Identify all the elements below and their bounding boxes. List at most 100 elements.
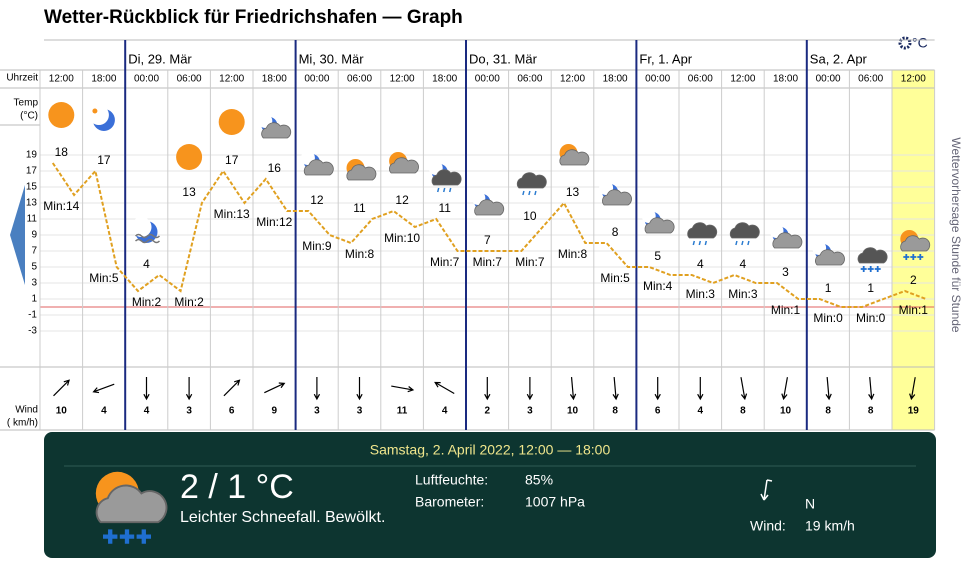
rain [692, 240, 696, 246]
wind-speed: 6 [655, 406, 661, 417]
weather-icon [812, 241, 845, 266]
weather-icon [687, 222, 718, 246]
time-label: 00:00 [645, 74, 670, 85]
cloud [772, 232, 803, 249]
row-label: Wind [15, 405, 38, 416]
time-label: 00:00 [475, 74, 500, 85]
weather-icon [516, 172, 547, 196]
cloud [474, 199, 505, 216]
cloud [815, 249, 845, 266]
wind-speed: 9 [272, 406, 278, 417]
wind-speed: 4 [698, 406, 704, 417]
max-label: 13 [566, 185, 580, 199]
settings-icon[interactable]: °C [898, 35, 928, 51]
detail-condition: Leichter Schneefall. Bewölkt. [180, 509, 385, 526]
y-tick-label: 7 [31, 246, 37, 257]
max-label: 11 [353, 201, 366, 215]
time-label: 06:00 [177, 74, 202, 85]
max-label: 17 [225, 153, 239, 167]
time-label: 18:00 [603, 74, 628, 85]
wind-speed: 10 [567, 406, 579, 417]
weather-icon [131, 217, 161, 244]
snow [119, 529, 135, 544]
cloud [431, 169, 462, 186]
y-tick-label: 13 [26, 198, 38, 209]
min-label: Min:1 [771, 303, 801, 317]
min-label: Min:7 [515, 255, 545, 269]
row-label: (°C) [20, 111, 38, 122]
min-label: Min:7 [430, 255, 460, 269]
snow [874, 266, 881, 272]
wind-arrow [313, 377, 321, 401]
rain [436, 187, 440, 193]
min-label: Min:1 [899, 303, 929, 317]
y-tick-label: 11 [27, 214, 38, 225]
cloud [729, 222, 760, 239]
weather-icon [900, 230, 931, 260]
wind-speed: 2 [485, 406, 491, 417]
detail-pressure: 1007 hPa [525, 494, 585, 510]
cloud [644, 217, 675, 234]
sun [48, 102, 75, 128]
weather-icon [389, 152, 419, 174]
day-label: Sa, 2. Apr [810, 51, 868, 66]
wind-arrow [612, 376, 619, 401]
weather-icon [88, 105, 115, 131]
wind-speed: 4 [442, 406, 448, 417]
wind-speed: 10 [780, 406, 792, 417]
detail-date: Samstag, 2. April 2022, 12:00 — 18:00 [370, 442, 611, 458]
star [92, 108, 98, 114]
weather-icon [95, 471, 168, 544]
wind-arrow [740, 377, 748, 401]
max-label: 7 [484, 233, 491, 247]
y-tick-label: -1 [28, 310, 37, 321]
time-label: 12:00 [730, 74, 755, 85]
unit-toggle[interactable]: °C [912, 35, 928, 51]
time-label: 06:00 [517, 74, 542, 85]
time-label: 12:00 [49, 74, 74, 85]
rain [747, 240, 750, 246]
min-label: Min:7 [473, 255, 503, 269]
min-label: Min:5 [600, 271, 630, 285]
wind-speed: 8 [825, 406, 831, 417]
weather-icon [428, 161, 462, 193]
weather-icon [176, 144, 203, 170]
detail-panel [44, 432, 936, 558]
time-label: 06:00 [688, 74, 713, 85]
time-label: 00:00 [304, 74, 329, 85]
side-link[interactable]: Wettervorhersage Stunde für Stunde [949, 137, 963, 333]
rain [741, 240, 744, 246]
max-label: 4 [143, 257, 150, 271]
min-label: Min:10 [384, 231, 420, 245]
weather-icon [729, 222, 760, 246]
y-tick-label: 19 [26, 150, 38, 161]
time-label: 18:00 [91, 74, 116, 85]
weather-icon [471, 191, 505, 216]
cloud [857, 247, 888, 264]
wind-speed: 3 [186, 406, 192, 417]
wind-speed: 3 [314, 406, 320, 417]
wind-arrow [434, 381, 455, 395]
weather-icon [218, 109, 245, 135]
cloud [687, 222, 718, 239]
time-label: 12:00 [390, 74, 415, 85]
max-label: 3 [782, 265, 789, 279]
wind-speed: 11 [397, 406, 408, 417]
gear [898, 36, 912, 50]
y-tick-label: 1 [31, 294, 37, 305]
wind-arrow [264, 382, 286, 394]
time-label: 18:00 [432, 74, 457, 85]
detail-wind-label: Wind: [750, 518, 786, 534]
max-label: 17 [97, 153, 111, 167]
wind-arrow [143, 377, 150, 401]
max-label: 12 [310, 193, 324, 207]
cloud [559, 149, 590, 166]
max-label: 1 [867, 281, 874, 295]
min-label: Min:8 [345, 247, 375, 261]
weather-icon [599, 181, 632, 206]
rain [534, 190, 537, 196]
nav-prev[interactable] [10, 185, 25, 285]
detail-pressure-label: Barometer: [415, 494, 484, 510]
snow [102, 529, 118, 544]
moon-cut [131, 217, 152, 237]
